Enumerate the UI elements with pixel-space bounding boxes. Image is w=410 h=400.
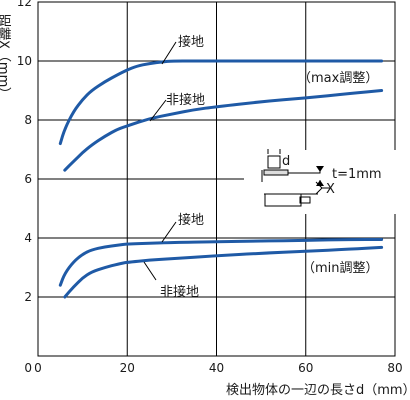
x-axis-label: 検出物体の一辺の長さd（mm） [226,383,410,398]
inset-x-label: X [326,182,335,197]
label-grounded-max: 接地 [178,34,204,50]
y-tick-label: 12 [17,0,32,9]
x-tick-label: 80 [387,361,402,375]
y-tick-label: 0 [24,361,32,375]
inset-target-box [267,155,281,169]
series-line-max-grounded [58,59,384,146]
inset-t-label: t=1mm [332,167,382,182]
label-ungrounded-max: 非接地 [166,92,205,108]
leader-ungrounded-max [149,99,167,122]
inset-d-marker [267,149,281,154]
y-axis-label: 距離X（mm） [0,14,11,100]
series-line-min-ungrounded [63,245,384,299]
series-line-max-ungrounded [63,89,384,172]
label-grounded-min: 接地 [178,212,204,228]
series-layer [58,59,384,299]
leader-grounded-min [161,221,177,243]
x-tick-label: 60 [298,361,313,375]
tick-layer: 0 20 40 60 80 2 4 6 8 10 12 0 [17,0,403,375]
y-tick-label: 10 [17,54,32,68]
y-tick-label: 8 [24,113,32,127]
y-tick-label: 2 [24,290,32,304]
x-tick-label: 40 [209,361,224,375]
label-max-group: （max調整） [298,71,378,86]
inset-diagram: d t=1mm X [244,149,406,214]
y-tick-label: 6 [24,172,32,186]
inset-target-plate [263,169,289,176]
x-tick-label: 0 [34,361,42,375]
y-tick-label: 4 [24,231,32,245]
leader-lines [143,41,177,281]
inset-sensor-head [299,196,311,204]
inset-sensor-body [264,193,302,207]
x-tick-label: 20 [120,361,135,375]
inset-x-arrow [315,181,330,195]
leader-grounded-max [161,41,177,65]
series-line-min-grounded [58,238,384,287]
inset-d-label: d [282,154,290,169]
leader-ungrounded-min [143,261,157,281]
label-ungrounded-min: 非接地 [160,284,199,300]
label-min-group: （min調整） [302,261,379,276]
